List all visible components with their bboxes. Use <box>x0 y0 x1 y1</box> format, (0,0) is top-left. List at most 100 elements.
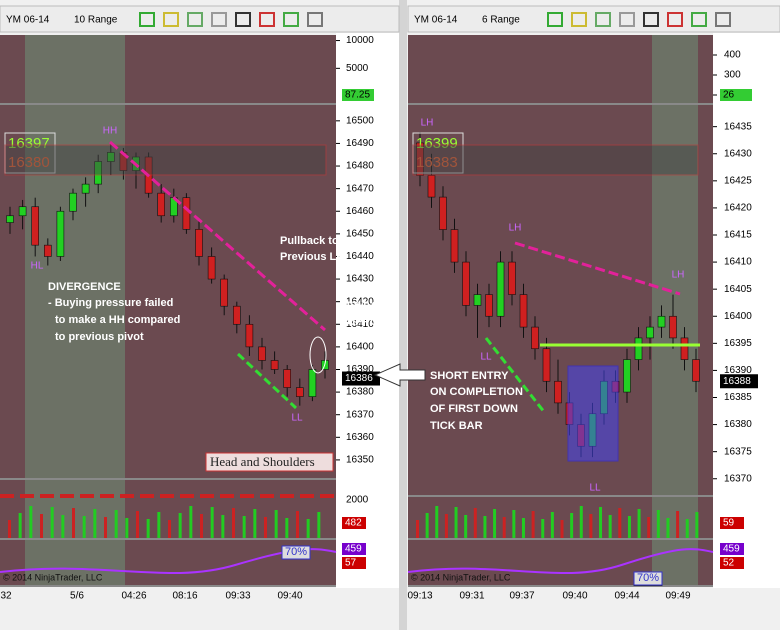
toolbar-icon[interactable] <box>571 12 587 27</box>
annotation: ON COMPLETION <box>430 386 523 398</box>
candle-body <box>519 294 528 328</box>
time-label: 5/6 <box>70 591 84 602</box>
price-tick-label: 16480 <box>346 161 374 172</box>
top-tick-label: 5000 <box>346 63 369 74</box>
candle-body <box>531 326 539 350</box>
swing-label: LH <box>509 223 522 234</box>
candle-body <box>508 261 516 295</box>
volume-bar <box>531 511 535 538</box>
annotation: SHORT ENTRY <box>430 370 509 382</box>
toolbar-icon[interactable] <box>235 12 251 27</box>
price-tick-label: 16350 <box>346 455 374 466</box>
price-tick-label: 16440 <box>346 251 374 262</box>
toolbar-icon[interactable] <box>547 12 563 27</box>
volume-bar <box>685 519 689 538</box>
volume-bar <box>253 509 257 538</box>
toolbar-icon[interactable] <box>283 12 299 27</box>
price-tick-label: 16370 <box>346 409 374 420</box>
toolbar-icon[interactable] <box>187 12 203 27</box>
volume-bar <box>136 511 139 538</box>
toolbar-icon[interactable] <box>163 12 179 27</box>
osc-value: 57 <box>345 558 357 569</box>
toolbar-icon[interactable] <box>691 12 707 27</box>
volume-bar <box>29 506 33 538</box>
annotation: Pullback to <box>280 235 339 247</box>
volume-bar <box>200 514 203 538</box>
annotation: SUPPORT <box>340 316 393 328</box>
volume-bar <box>599 507 603 538</box>
price-tick-label: 16415 <box>724 230 752 241</box>
candle-body <box>6 215 14 223</box>
toolbar-icon[interactable] <box>259 12 275 27</box>
candle-body <box>295 387 304 397</box>
toolbar-icon[interactable] <box>307 12 323 27</box>
candle-body <box>657 315 666 328</box>
candle-body <box>634 337 643 360</box>
toolbar-icon[interactable] <box>595 12 611 27</box>
volume-bar <box>189 506 193 538</box>
candle-body <box>485 294 493 317</box>
trend-line <box>109 140 326 332</box>
instrument-selector[interactable]: YM 06-14 <box>414 15 458 26</box>
interval-selector[interactable]: 6 Range <box>482 15 520 26</box>
volume-bar <box>40 514 43 538</box>
price-tick-label: 16420 <box>346 296 374 307</box>
candle-body <box>220 278 228 307</box>
annotation: AREA <box>340 332 371 344</box>
value-tag <box>720 543 744 555</box>
volume-bar <box>618 508 622 538</box>
price-tick-label: 16435 <box>724 121 752 132</box>
volume-bar <box>560 520 564 538</box>
time-label: 09:33 <box>225 591 250 602</box>
price-tick-label: 16375 <box>724 446 752 457</box>
price-tick-label: 16450 <box>346 228 374 239</box>
candle-body <box>56 210 65 257</box>
top-tick-label: 400 <box>724 50 741 61</box>
price-tick-label: 16470 <box>346 183 374 194</box>
volume-bar <box>104 517 107 538</box>
volume-bar <box>425 513 429 538</box>
price-tick-label: 16380 <box>346 387 374 398</box>
volume-bar <box>608 515 612 538</box>
toolbar-icon[interactable] <box>211 12 227 27</box>
toolbar-icon[interactable] <box>139 12 155 27</box>
price-tick-label: 16500 <box>346 115 374 126</box>
candle-body <box>427 175 436 198</box>
interval-selector[interactable]: 10 Range <box>74 15 118 26</box>
toolbar-icon[interactable] <box>667 12 683 27</box>
value-tag <box>720 89 752 101</box>
copyright: © 2014 NinjaTrader, LLC <box>3 572 103 582</box>
zone <box>412 144 699 176</box>
candle-body <box>646 326 654 339</box>
instrument-selector[interactable]: YM 06-14 <box>6 15 50 26</box>
candle-body <box>233 305 241 325</box>
swing-label: LH <box>672 270 685 281</box>
price-tick-label: 16420 <box>724 203 752 214</box>
entry-zone <box>567 365 619 462</box>
annotation: TEST OF <box>340 300 387 312</box>
price-tick-label: 16360 <box>346 432 374 443</box>
time-label: 08:16 <box>172 591 197 602</box>
price-tick-label: 16405 <box>724 284 752 295</box>
volume-bar <box>570 513 574 538</box>
splitter <box>399 0 407 630</box>
toolbar-icon[interactable] <box>619 12 635 27</box>
price-tick-label: 16390 <box>724 365 752 376</box>
swing-label: LL <box>291 413 303 424</box>
annotation: Previous LH <box>280 251 344 263</box>
time-label: 04:26 <box>121 591 146 602</box>
swing-label: LL <box>480 352 492 363</box>
price-tag-label: 16388 <box>723 376 751 387</box>
top-tick-label: 10000 <box>346 35 374 46</box>
toolbar-icon[interactable] <box>643 12 659 27</box>
volume-bar <box>637 509 641 538</box>
candle-body <box>473 294 482 306</box>
price-tick-label: 16400 <box>346 342 374 353</box>
volume-bar <box>695 512 699 538</box>
price-tag-label: 16386 <box>345 373 373 384</box>
axis-bg <box>713 33 780 588</box>
value-tag <box>342 517 366 529</box>
price-tick-label: 16460 <box>346 206 374 217</box>
price-tick-label: 16395 <box>724 338 752 349</box>
toolbar-icon[interactable] <box>715 12 731 27</box>
